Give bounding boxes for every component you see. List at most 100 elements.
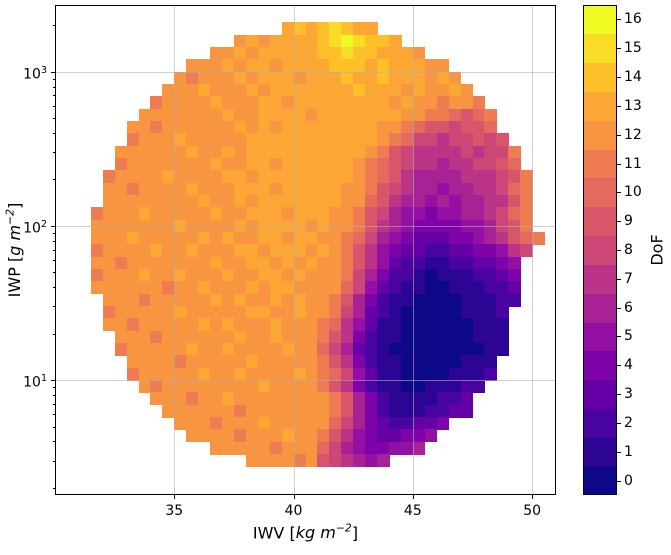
heatmap-cell bbox=[114, 145, 128, 159]
heatmap-cell bbox=[365, 145, 378, 159]
heatmap-cell bbox=[269, 145, 283, 159]
heatmap-cell bbox=[400, 293, 414, 307]
heatmap-cell bbox=[365, 231, 378, 245]
heatmap-cell bbox=[233, 367, 247, 381]
heatmap-cell bbox=[484, 318, 497, 332]
heatmap-cell bbox=[257, 256, 271, 270]
heatmap-cell bbox=[269, 71, 283, 85]
heatmap-cell bbox=[448, 269, 462, 282]
heatmap-cell bbox=[245, 343, 259, 357]
heatmap-cell bbox=[305, 293, 319, 307]
heatmap-cell bbox=[400, 306, 414, 319]
colorbar-tick-mark bbox=[617, 105, 621, 107]
heatmap-cell bbox=[305, 108, 319, 122]
heatmap-cell bbox=[329, 96, 342, 110]
heatmap-cell bbox=[329, 83, 342, 97]
heatmap-cell bbox=[412, 355, 426, 369]
colorbar-tick-label: 14 bbox=[624, 69, 642, 86]
heatmap-cell bbox=[138, 318, 152, 332]
heatmap-cell bbox=[257, 367, 271, 381]
heatmap-cell bbox=[424, 96, 438, 110]
heatmap-cell bbox=[472, 380, 486, 394]
colorbar-tick-mark bbox=[617, 336, 621, 338]
heatmap-cell bbox=[269, 429, 283, 443]
heatmap-cell bbox=[448, 157, 462, 171]
heatmap-cell bbox=[508, 293, 521, 307]
heatmap-cell bbox=[472, 306, 486, 319]
heatmap-cell bbox=[293, 441, 307, 455]
heatmap-cell bbox=[281, 306, 295, 319]
y-minor-tick-mark bbox=[52, 132, 55, 134]
heatmap-cell bbox=[257, 306, 271, 319]
heatmap-cell bbox=[281, 59, 295, 73]
heatmap-cell bbox=[377, 71, 390, 85]
heatmap-cell bbox=[245, 318, 259, 332]
heatmap-cell bbox=[186, 96, 199, 110]
heatmap-cell bbox=[257, 207, 271, 221]
heatmap-cell bbox=[162, 306, 175, 319]
heatmap-cell bbox=[210, 392, 223, 406]
heatmap-cell bbox=[365, 34, 378, 48]
heatmap-cell bbox=[233, 256, 247, 270]
y-minor-tick-mark bbox=[52, 260, 55, 262]
heatmap-cell bbox=[126, 269, 140, 282]
heatmap-cell bbox=[222, 429, 235, 443]
heatmap-cell bbox=[257, 417, 271, 431]
heatmap-cell bbox=[400, 194, 414, 208]
heatmap-cell bbox=[448, 355, 462, 369]
heatmap-cell bbox=[365, 194, 378, 208]
heatmap-cell bbox=[126, 293, 140, 307]
colorbar-segment bbox=[583, 5, 617, 35]
heatmap-cell bbox=[150, 367, 163, 381]
colorbar-tick-label: 3 bbox=[624, 386, 633, 403]
heatmap-cell bbox=[114, 281, 128, 295]
heatmap-cell bbox=[210, 367, 223, 381]
y-tick-mark bbox=[51, 225, 55, 227]
heatmap-cell bbox=[341, 34, 354, 48]
heatmap-cell bbox=[329, 306, 342, 319]
heatmap-cell bbox=[138, 157, 152, 171]
heatmap-cell bbox=[424, 120, 438, 134]
heatmap-cell bbox=[257, 380, 271, 394]
heatmap-cell bbox=[520, 170, 533, 184]
heatmap-cell bbox=[233, 269, 247, 282]
heatmap-cell bbox=[496, 207, 509, 221]
heatmap-cell bbox=[90, 281, 104, 295]
heatmap-cell bbox=[389, 355, 402, 369]
heatmap-cell bbox=[293, 392, 307, 406]
heatmap-cell bbox=[305, 207, 319, 221]
y-minor-tick-mark bbox=[52, 25, 55, 27]
heatmap-cell bbox=[281, 293, 295, 307]
heatmap-cell bbox=[150, 318, 163, 332]
heatmap-cell bbox=[174, 194, 187, 208]
heatmap-cell bbox=[353, 231, 366, 245]
heatmap-cell bbox=[210, 59, 223, 73]
heatmap-cell bbox=[269, 380, 283, 394]
heatmap-cell bbox=[389, 231, 402, 245]
heatmap-cell bbox=[472, 133, 486, 147]
heatmap-cell bbox=[198, 145, 211, 159]
heatmap-cell bbox=[114, 231, 128, 245]
heatmap-cell bbox=[198, 83, 211, 97]
heatmap-cell bbox=[400, 429, 414, 443]
heatmap-cell bbox=[460, 96, 474, 110]
heatmap-cell bbox=[269, 170, 283, 184]
heatmap-cell bbox=[400, 417, 414, 431]
heatmap-cell bbox=[233, 318, 247, 332]
heatmap-cell bbox=[257, 71, 271, 85]
heatmap-cell bbox=[186, 269, 199, 282]
heatmap-cell bbox=[353, 318, 366, 332]
heatmap-cell bbox=[210, 330, 223, 344]
heatmap-cell bbox=[377, 330, 390, 344]
heatmap-cell bbox=[150, 256, 163, 270]
heatmap-cell bbox=[448, 343, 462, 357]
heatmap-cell bbox=[210, 46, 223, 60]
heatmap-cell bbox=[353, 120, 366, 134]
heatmap-cell bbox=[317, 46, 330, 60]
heatmap-cell bbox=[269, 120, 283, 134]
heatmap-cell bbox=[138, 343, 152, 357]
heatmap-cell bbox=[424, 404, 438, 418]
heatmap-cell bbox=[305, 343, 319, 357]
heatmap-cell bbox=[138, 120, 152, 134]
heatmap-cell bbox=[150, 120, 163, 134]
